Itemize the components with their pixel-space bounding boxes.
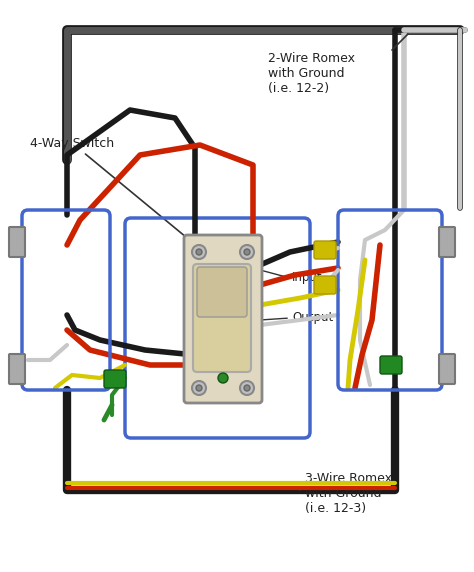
Text: 2-Wire Romex
with Ground
(i.e. 12-2): 2-Wire Romex with Ground (i.e. 12-2) — [268, 52, 355, 95]
Circle shape — [196, 249, 202, 255]
FancyBboxPatch shape — [314, 276, 336, 294]
Circle shape — [244, 249, 250, 255]
Circle shape — [240, 381, 254, 395]
FancyBboxPatch shape — [314, 241, 336, 259]
FancyBboxPatch shape — [439, 227, 455, 257]
Text: Output: Output — [292, 312, 333, 324]
Text: 3-Wire Romex
with Ground
(i.e. 12-3): 3-Wire Romex with Ground (i.e. 12-3) — [305, 472, 392, 515]
FancyBboxPatch shape — [197, 267, 247, 317]
Circle shape — [192, 381, 206, 395]
Text: Input: Input — [292, 272, 323, 284]
Circle shape — [196, 385, 202, 391]
FancyBboxPatch shape — [9, 354, 25, 384]
FancyBboxPatch shape — [439, 354, 455, 384]
FancyBboxPatch shape — [380, 356, 402, 374]
Text: 4-Way Switch: 4-Way Switch — [30, 137, 190, 240]
FancyBboxPatch shape — [104, 370, 126, 388]
FancyBboxPatch shape — [184, 235, 262, 403]
FancyBboxPatch shape — [9, 227, 25, 257]
Circle shape — [244, 385, 250, 391]
Circle shape — [192, 245, 206, 259]
Circle shape — [240, 245, 254, 259]
Circle shape — [218, 373, 228, 383]
FancyBboxPatch shape — [193, 264, 251, 372]
